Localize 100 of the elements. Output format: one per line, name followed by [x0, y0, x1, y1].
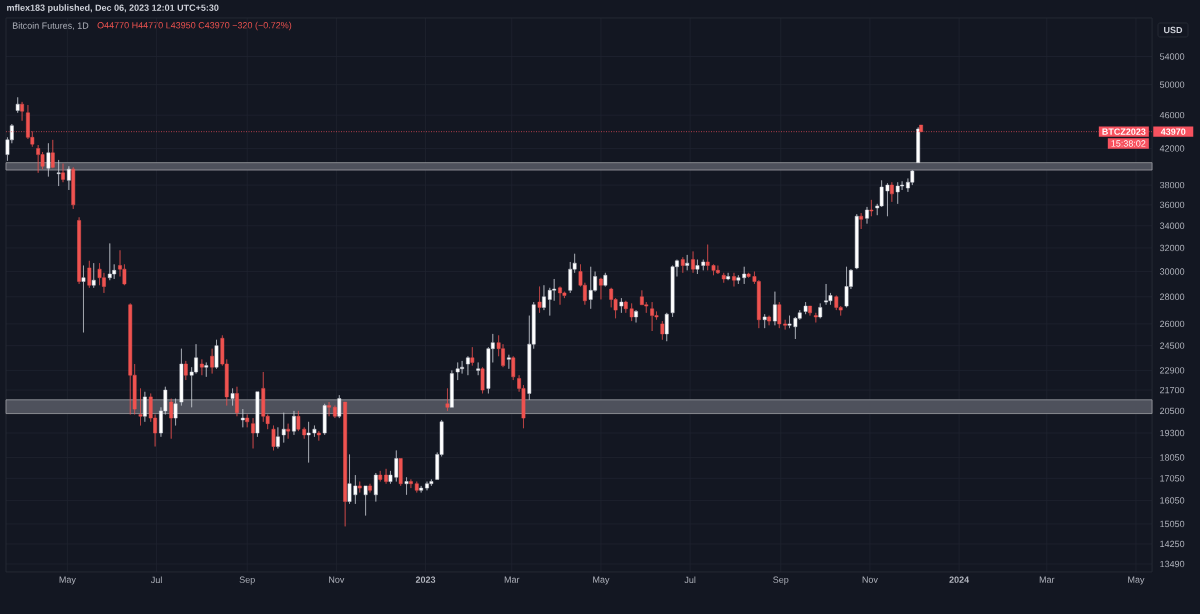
- candlestick: [664, 312, 669, 342]
- candlestick: [56, 159, 61, 187]
- candlestick: [414, 481, 419, 493]
- y-tick-label: 30000: [1159, 268, 1185, 275]
- candlestick: [281, 412, 286, 443]
- candlestick: [276, 427, 280, 449]
- candlestick: [36, 144, 41, 174]
- candlestick: [542, 284, 546, 311]
- candlestick: [107, 243, 112, 281]
- candlestick: [200, 359, 204, 376]
- candlestick: [455, 362, 460, 381]
- y-tick-label: 19300: [1160, 429, 1185, 437]
- candlestick: [292, 410, 296, 436]
- candlestick: [476, 362, 481, 376]
- x-tick-label: Nov: [329, 576, 345, 583]
- x-tick-label: 2024: [949, 576, 970, 583]
- x-tick-label: Jul: [150, 576, 162, 584]
- candlestick: [916, 127, 921, 163]
- y-tick-label: 42000: [1159, 145, 1185, 152]
- candlestick: [87, 260, 92, 289]
- candlestick: [327, 401, 331, 417]
- candlestick: [865, 206, 869, 224]
- candlestick: [251, 417, 255, 449]
- candlestick: [50, 139, 55, 169]
- candlestick: [480, 366, 485, 394]
- x-tick-label: Sep: [239, 576, 255, 585]
- candlestick: [183, 360, 188, 381]
- candlestick: [869, 199, 874, 217]
- candlestick: [230, 388, 235, 406]
- text: mflex183 published, Dec 06, 2023 12:01 UTC+5:30: [7, 4, 219, 13]
- annotation: 15:38:02: [1111, 140, 1146, 147]
- candlestick: [286, 423, 290, 439]
- candlestick: [844, 266, 849, 308]
- x-tick-label: Mar: [1039, 576, 1055, 583]
- candlestick: [71, 167, 76, 210]
- y-tick-label: 34000: [1159, 222, 1185, 229]
- x-tick-label: May: [59, 576, 76, 585]
- y-tick-label: 50000: [1159, 81, 1185, 88]
- y-tick-label: 28000: [1160, 293, 1185, 300]
- candlestick: [680, 256, 685, 274]
- candlestick: [363, 485, 368, 516]
- ref-line-label: BTCZ2023: [1102, 128, 1146, 135]
- candlestick: [773, 291, 777, 326]
- candlestick: [732, 272, 736, 287]
- candlestick: [429, 479, 434, 487]
- y-tick-label: 24500: [1160, 342, 1185, 349]
- y-tick-label: 46000: [1159, 111, 1185, 119]
- candlestick: [919, 124, 923, 133]
- candlestick: [337, 394, 342, 419]
- candlestick: [91, 262, 96, 289]
- candlestick: [214, 339, 219, 370]
- candlestick: [507, 354, 511, 370]
- candlestick: [173, 398, 178, 426]
- y-tick-label: 15050: [1160, 520, 1185, 528]
- candlestick: [470, 346, 475, 366]
- candlestick: [398, 458, 403, 487]
- candlestick: [169, 398, 174, 439]
- candlestick: [634, 309, 638, 323]
- y-axis-title: USD: [1164, 26, 1183, 34]
- text: 43970: [1160, 128, 1186, 135]
- candlestick: [373, 472, 378, 502]
- y-tick-label: 38000: [1159, 181, 1185, 189]
- candlestick: [322, 403, 327, 436]
- candlestick: [691, 251, 695, 274]
- candlestick: [240, 408, 245, 428]
- candlestick: [235, 386, 239, 417]
- candlestick: [343, 401, 347, 527]
- candlestick: [685, 254, 690, 271]
- candlestick: [255, 391, 260, 438]
- chart-title: Bitcoin Futures, 1D: [12, 22, 89, 30]
- candlestick: [81, 265, 86, 333]
- y-tick-label: 32000: [1159, 244, 1185, 252]
- x-tick-label: Jul: [684, 576, 696, 584]
- candlestick: [818, 303, 823, 319]
- candlestick: [179, 348, 184, 406]
- y-tick-label: 54000: [1159, 53, 1185, 60]
- candlestick: [15, 97, 20, 114]
- candlestick: [77, 217, 81, 285]
- y-tick-label: 14250: [1160, 540, 1185, 548]
- chart-subtitle: O44770 H44770 L43950 C43970 −320 (−0.72%): [97, 21, 292, 31]
- candlestick: [404, 477, 409, 496]
- candlestick: [511, 356, 516, 381]
- candlestick: [767, 315, 771, 326]
- candlestick: [813, 312, 818, 323]
- candlestick: [61, 163, 65, 183]
- candlestick: [466, 356, 470, 376]
- candlestick: [721, 272, 726, 283]
- candlestick: [143, 391, 147, 423]
- candlestick: [302, 427, 307, 439]
- x-tick-label: May: [1128, 576, 1145, 585]
- y-tick-label: 17050: [1160, 475, 1185, 482]
- x-tick-label: Sep: [773, 576, 789, 585]
- candlestick: [445, 388, 450, 412]
- candlestick: [333, 405, 337, 419]
- y-tick-label: 22900: [1160, 367, 1185, 374]
- x-tick-label: Nov: [862, 576, 878, 583]
- candlestick: [419, 485, 424, 493]
- candlestick: [803, 301, 808, 315]
- y-tick-label: 13490: [1160, 560, 1185, 568]
- x-tick-label: May: [593, 576, 610, 585]
